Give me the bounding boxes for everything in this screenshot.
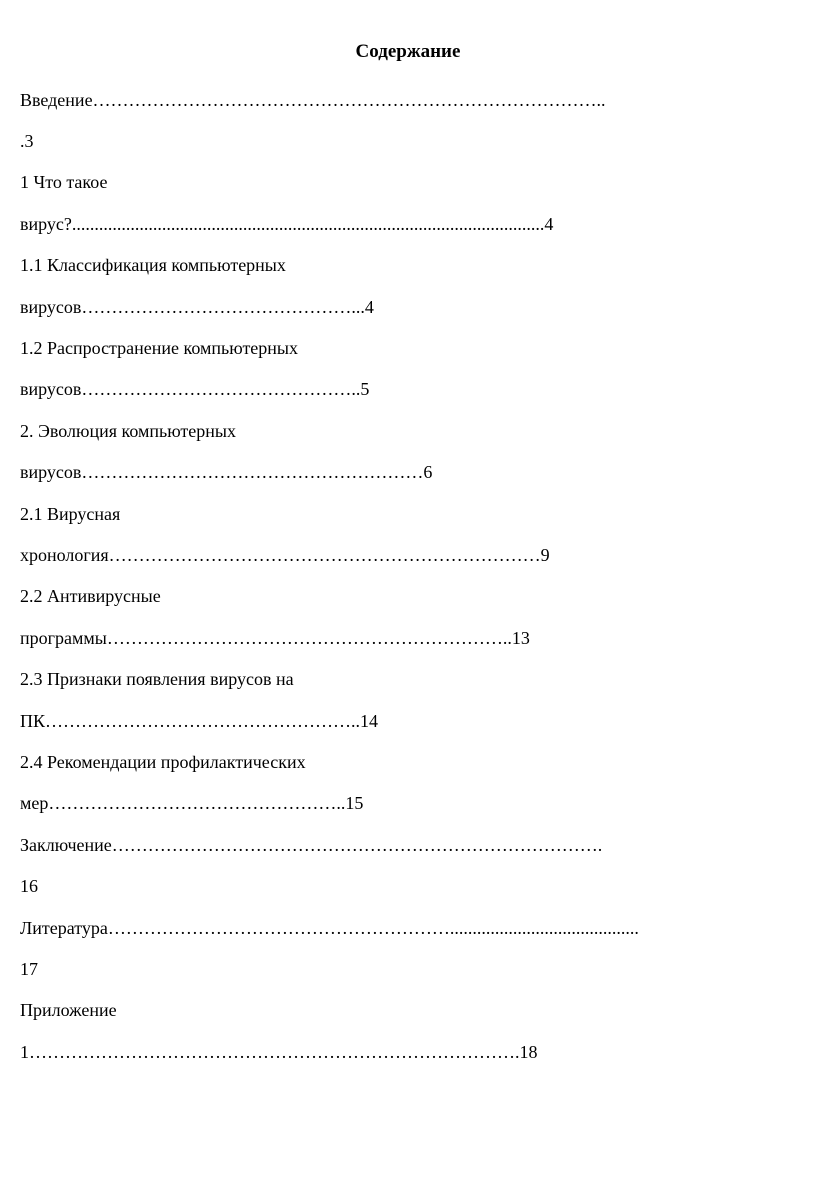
toc-line: 2.1 Вирусная (20, 494, 796, 535)
toc-line: Литература…………………………………………………...........… (20, 908, 796, 949)
toc-line: 1.1 Классификация компьютерных (20, 245, 796, 286)
toc-line: 1.2 Распространение компьютерных (20, 328, 796, 369)
toc-line: хронология………………………………………………………………9 (20, 535, 796, 576)
toc-line: ПК……………………………………………..14 (20, 701, 796, 742)
toc-line: Введение………………………………………………………………………….. (20, 80, 796, 121)
toc-line: 16 (20, 866, 796, 907)
toc-line: вирусов………………………………………..5 (20, 369, 796, 410)
toc-line: Заключение………………………………………………………………………. (20, 825, 796, 866)
toc-line: .3 (20, 121, 796, 162)
toc-line: вирусов………………………………………...4 (20, 287, 796, 328)
toc-line: 2.4 Рекомендации профилактических (20, 742, 796, 783)
toc-line: 2.2 Антивирусные (20, 576, 796, 617)
toc-line: вирусов…………………………………………………6 (20, 452, 796, 493)
toc-line: 17 (20, 949, 796, 990)
toc-line: 1 Что такое (20, 162, 796, 203)
page-title: Содержание (20, 30, 796, 74)
toc-body: Введение………………………………………………………………………….. .… (20, 80, 796, 1073)
toc-line: мер…………………………………………..15 (20, 783, 796, 824)
toc-line: 1……………………………………………………………………….18 (20, 1032, 796, 1073)
toc-line: 2. Эволюция компьютерных (20, 411, 796, 452)
toc-line: 2.3 Признаки появления вирусов на (20, 659, 796, 700)
toc-line: программы…………………………………………………………..13 (20, 618, 796, 659)
toc-line: Приложение (20, 990, 796, 1031)
toc-line: вирус?..................................… (20, 204, 796, 245)
